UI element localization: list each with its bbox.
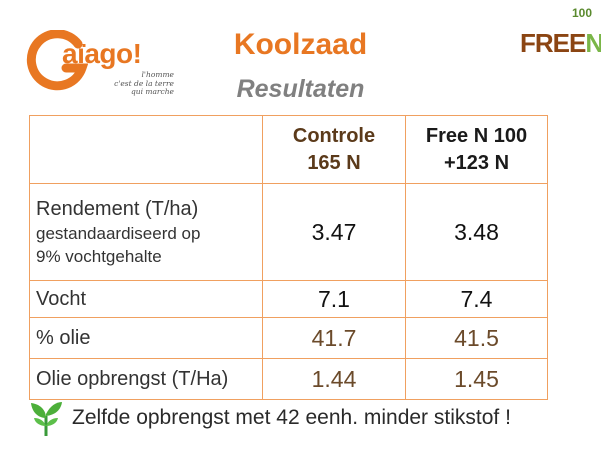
header-controle-line1: Controle	[292, 124, 376, 147]
footer-text: Zelfde opbrengst met 42 eenh. minder sti…	[72, 406, 511, 429]
gaiago-wordmark: aïago!	[62, 38, 142, 70]
olie-opbrengst-free-n-value: 1.45	[405, 358, 548, 400]
tagline-line-1: l'homme	[141, 70, 174, 79]
table-row: Rendement (T/ha) gestandaardiseerd op 9%…	[29, 183, 548, 281]
gaiago-logo: aïago! l'homme c'est de la terre qui mar…	[24, 18, 174, 118]
vocht-free-n-value: 7.4	[405, 280, 548, 318]
page-subtitle: Resultaten	[236, 75, 365, 103]
gaiago-word-text: aïago!	[62, 38, 142, 69]
tagline-line-3: qui marche	[130, 87, 174, 96]
footer-note: Zelfde opbrengst met 42 eenh. minder sti…	[28, 398, 511, 438]
rendement-controle-value: 3.47	[262, 183, 406, 281]
rendement-sublabel-2: 9% vochtgehalte	[36, 246, 162, 266]
hundred-text: 100	[572, 6, 593, 20]
table-row: % olie 41.7 41.5	[29, 317, 548, 359]
tagline-line-2: c'est de la terre	[114, 78, 174, 88]
header-free-n-line1: Free N 100	[425, 124, 528, 147]
gaiago-g-icon	[26, 30, 88, 91]
free-text: FREE	[520, 28, 586, 58]
page-title: Koolzaad	[233, 28, 368, 61]
gaiago-tagline: l'homme c'est de la terre qui marche	[94, 70, 174, 97]
table-row: Vocht 7.1 7.4	[29, 280, 548, 318]
header-controle-line2: 165 N	[307, 151, 361, 174]
olie-free-n-value: 41.5	[405, 317, 548, 359]
row-label-rendement: Rendement (T/ha) gestandaardiseerd op 9%…	[29, 183, 263, 281]
table-header-row: Controle 165 N Free N 100 +123 N	[29, 115, 548, 184]
results-table: Controle 165 N Free N 100 +123 N Rendeme…	[29, 115, 548, 400]
row-label-olie: % olie	[29, 317, 263, 359]
olie-opbrengst-controle-value: 1.44	[262, 358, 406, 400]
n-text: N	[585, 28, 601, 58]
rendement-free-n-value: 3.48	[405, 183, 548, 281]
free-n-wordmark: FREEN	[520, 28, 601, 59]
rendement-label: Rendement (T/ha)	[36, 197, 199, 220]
olie-controle-value: 41.7	[262, 317, 406, 359]
header-controle: Controle 165 N	[262, 115, 406, 184]
vocht-controle-value: 7.1	[262, 280, 406, 318]
header-free-n-line2: +123 N	[443, 151, 510, 174]
row-label-vocht: Vocht	[29, 280, 263, 318]
row-label-olie-opbrengst: Olie opbrengst (T/Ha)	[29, 358, 263, 400]
sprout-icon	[31, 402, 62, 436]
header-free-n: Free N 100 +123 N	[405, 115, 548, 184]
table-row: Olie opbrengst (T/Ha) 1.44 1.45	[29, 358, 548, 400]
header-empty-cell	[29, 115, 263, 184]
free-n-logo: FREEN 100	[520, 6, 601, 60]
rendement-sublabel-1: gestandaardiseerd op	[36, 223, 201, 243]
